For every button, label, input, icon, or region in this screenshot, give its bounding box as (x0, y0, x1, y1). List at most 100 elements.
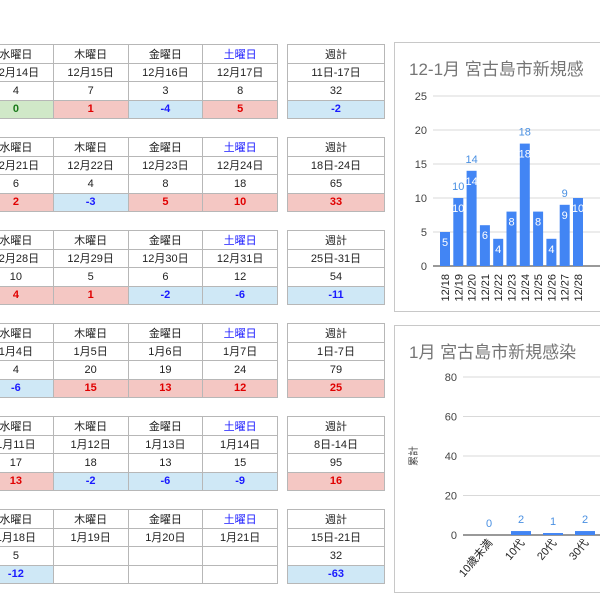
bar (493, 238, 504, 266)
bar (453, 198, 464, 266)
weekday-header: 土曜日 (202, 509, 278, 529)
diff-cell: -9 (202, 471, 278, 491)
diff-cell: -6 (0, 378, 54, 398)
date-cell: 1月7日 (202, 341, 278, 361)
bar-inner-label: 18 (519, 149, 531, 161)
bar (575, 531, 595, 535)
table-row: 12月14日12月15日12月16日12月17日 (0, 62, 278, 82)
table-row: 週計 (287, 323, 385, 343)
weekday-header: 土曜日 (202, 137, 278, 157)
week-diff-cell: -11 (287, 285, 385, 305)
bar-inner-label: 10 (572, 203, 584, 215)
x-tick-label: 12/28 (573, 274, 585, 302)
weekly-total-table-week-6: 週計 15日-21日 32 -63 (287, 509, 385, 584)
daily-table-week-3: 水曜日木曜日金曜日土曜日12月28日12月29日12月30日12月31日1056… (0, 230, 278, 305)
table-row: 1月11日 1月12日 1月13日 1月14日 (0, 434, 278, 454)
weekly-header: 週計 (287, 323, 385, 343)
daily-table-week-6: 水曜日木曜日金曜日土曜日1月18日1月19日1月20日1月21日5-12 (0, 509, 278, 584)
daily-table-week-1: 水曜日木曜日金曜日土曜日12月14日12月15日12月16日12月17日4738… (0, 44, 278, 119)
data-label: 2 (582, 514, 588, 526)
daily-table-week-2: 水曜日木曜日金曜日土曜日12月21日12月22日12月23日12月24日6481… (0, 137, 278, 212)
case-count-cell: 5 (52, 267, 129, 287)
table-row: 10 5 6 12 (0, 267, 278, 287)
table-row: 1月4日 1月5日 1月6日 1月7日 (0, 341, 278, 361)
week-diff-cell: -63 (287, 564, 385, 584)
case-count-cell: 18 (202, 174, 278, 194)
case-count-cell: 20 (52, 360, 129, 380)
week-total-cell: 95 (287, 453, 385, 473)
date-cell: 1月18日 (0, 527, 54, 547)
data-label: 18 (519, 127, 531, 139)
case-count-cell: 4 (0, 81, 54, 101)
date-cell: 1月11日 (0, 434, 54, 454)
bar (543, 533, 563, 535)
table-row: -63 (287, 564, 385, 584)
table-row: 水曜日 木曜日 金曜日 土曜日 (0, 230, 278, 250)
table-row: 1日-7日 (287, 341, 385, 361)
bar (519, 143, 530, 266)
table-row: 17 18 13 15 (0, 453, 278, 473)
age-group-chart-panel: 1月 宮古島市新規感染 0 20 40 60 80 累計 0 10歳未満 2 10代 1 20代 2 30… (394, 325, 600, 593)
diff-cell: 13 (0, 471, 54, 491)
bar-inner-label: 8 (535, 217, 541, 229)
table-row: 18日-24日 (287, 155, 385, 175)
diff-cell: -4 (127, 99, 204, 119)
data-label: 2 (518, 514, 524, 526)
week-range-cell: 1日-7日 (287, 341, 385, 361)
date-cell: 1月5日 (52, 341, 129, 361)
case-count-cell: 13 (127, 453, 204, 473)
weekly-total-table-week-3: 週計 25日-31日 54 -11 (287, 230, 385, 305)
diff-cell: -6 (202, 285, 278, 305)
case-count-cell: 18 (52, 453, 129, 473)
case-count-cell (127, 546, 204, 566)
table-row: 週計 (287, 230, 385, 250)
x-tick-label: 12/24 (520, 274, 532, 302)
table-row: 11日-17日 (287, 62, 385, 82)
week-total-cell: 32 (287, 81, 385, 101)
x-tick-label: 12/25 (533, 274, 545, 302)
y-tick-label: 80 (445, 372, 457, 384)
diff-cell: 15 (52, 378, 129, 398)
y-tick-label: 60 (445, 412, 457, 424)
date-cell: 1月4日 (0, 341, 54, 361)
chart-title: 1月 宮古島市新規感染 (409, 343, 577, 362)
table-row: 95 (287, 453, 385, 473)
y-tick-label: 15 (415, 159, 427, 171)
weekday-header: 土曜日 (202, 44, 278, 64)
diff-cell: 1 (52, 99, 129, 119)
weekday-header: 水曜日 (0, 323, 54, 343)
case-count-cell: 7 (52, 81, 129, 101)
table-row: 25 (287, 378, 385, 398)
weekly-header: 週計 (287, 230, 385, 250)
y-axis-label: 累計 (407, 446, 420, 466)
date-cell: 1月14日 (202, 434, 278, 454)
weekday-header: 土曜日 (202, 230, 278, 250)
y-tick-label: 10 (415, 193, 427, 205)
table-row: -12 (0, 564, 278, 584)
date-cell: 1月19日 (52, 527, 129, 547)
diff-cell: -6 (127, 471, 204, 491)
case-count-cell: 12 (202, 267, 278, 287)
weekly-total-table-week-4: 週計 1日-7日 79 25 (287, 323, 385, 398)
bar (479, 225, 490, 266)
weekday-header: 土曜日 (202, 323, 278, 343)
x-tick-label: 30代 (566, 537, 591, 563)
table-row: 32 (287, 81, 385, 101)
bar (546, 238, 557, 266)
weekday-header: 木曜日 (52, 230, 129, 250)
table-row: 0 1 -4 5 (0, 99, 278, 119)
table-row: 8日-14日 (287, 434, 385, 454)
data-label: 14 (465, 154, 477, 166)
table-row: 15日-21日 (287, 527, 385, 547)
date-cell: 12月24日 (202, 155, 278, 175)
week-range-cell: 15日-21日 (287, 527, 385, 547)
diff-cell: 4 (0, 285, 54, 305)
daily-table-week-5: 水曜日 木曜日 金曜日 土曜日 1月11日 1月12日 1月13日 1月14日 17 18 13 15… (0, 416, 278, 491)
weekday-header: 木曜日 (52, 509, 129, 529)
table-row: 5 (0, 546, 278, 566)
case-count-cell: 6 (127, 267, 204, 287)
table-row: -6 15 13 12 (0, 378, 278, 398)
week-total-cell: 54 (287, 267, 385, 287)
case-count-cell: 15 (202, 453, 278, 473)
